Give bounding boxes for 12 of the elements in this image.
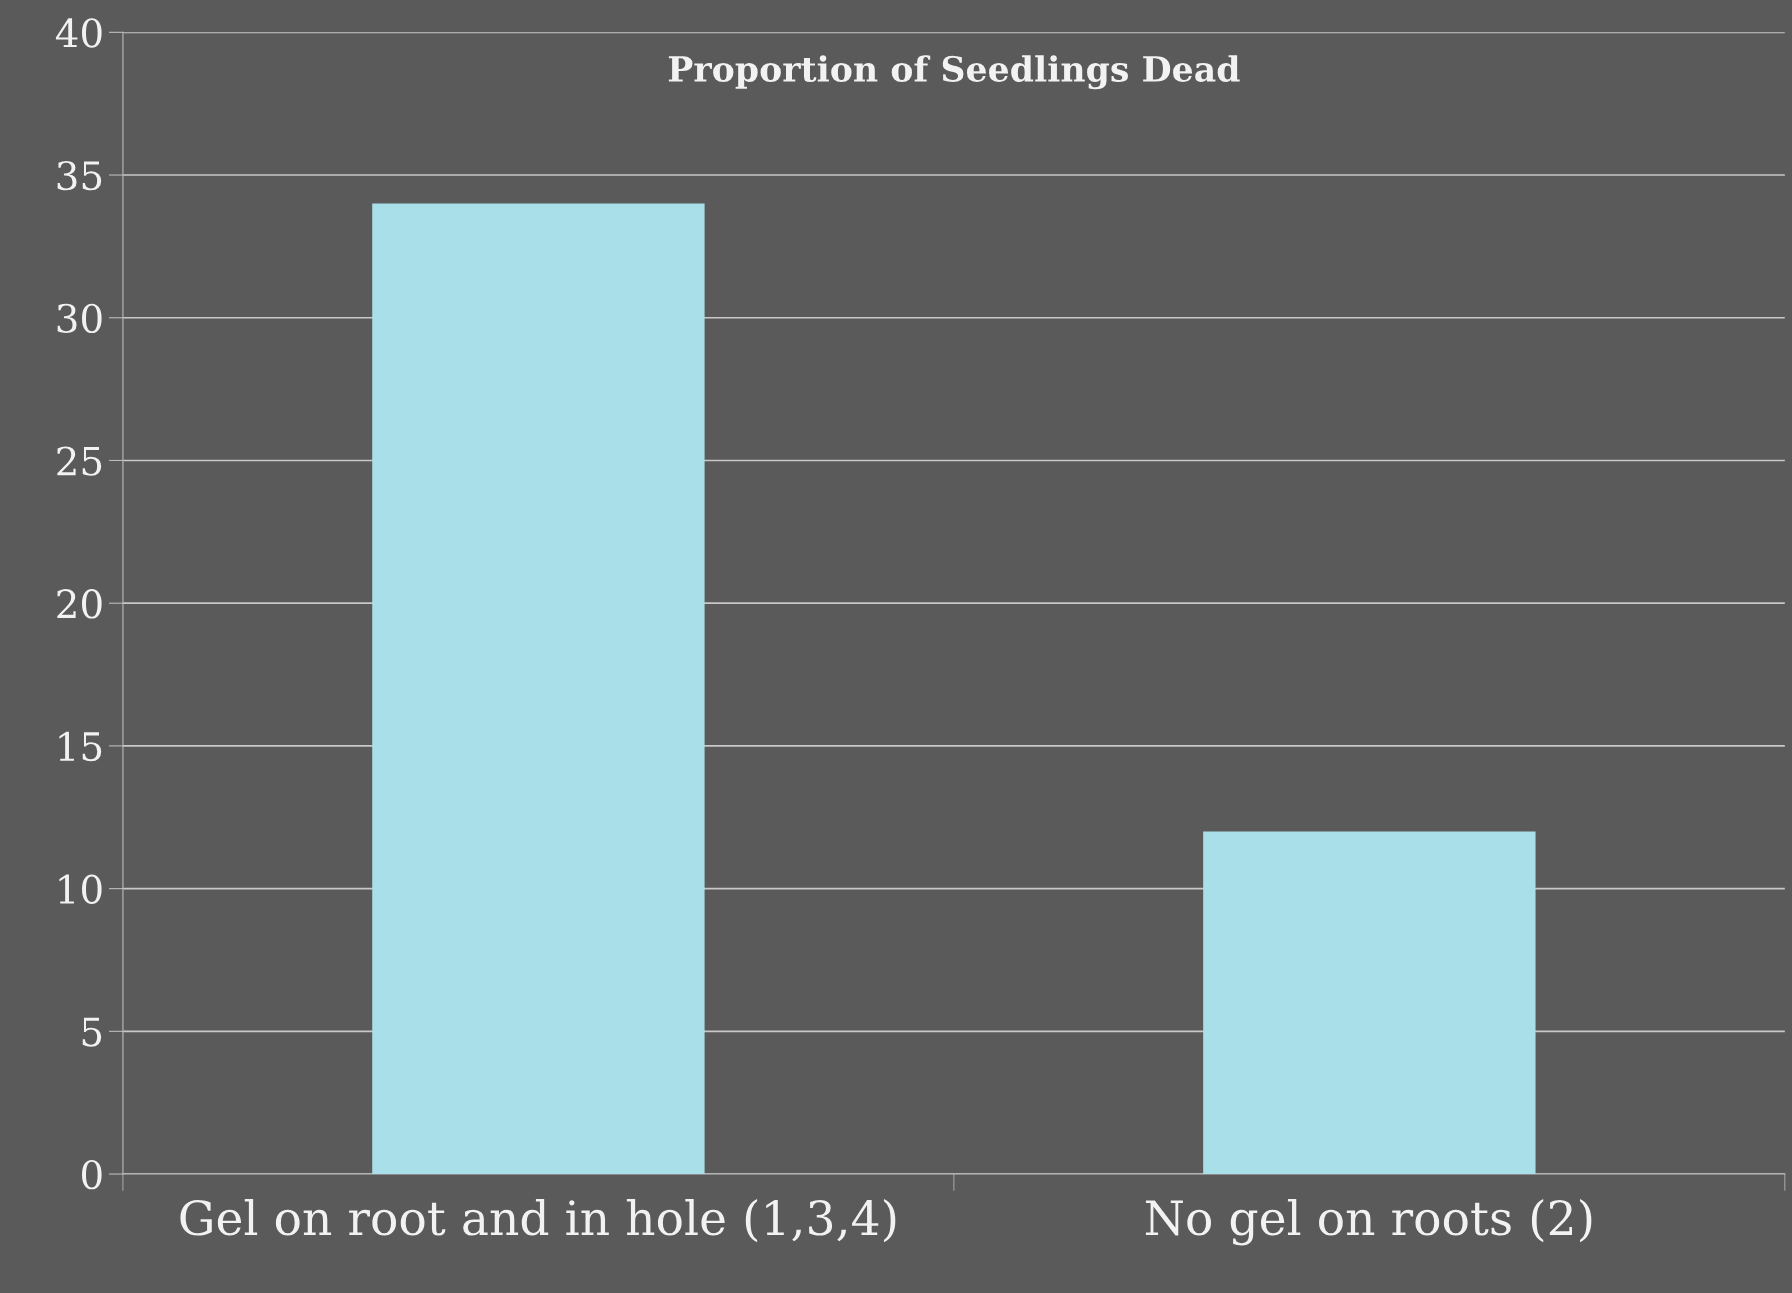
- y-tick-label: 20: [57, 589, 102, 619]
- x-tick-label: No gel on roots (2): [1145, 1199, 1592, 1246]
- y-tick-label: 40: [55, 18, 102, 48]
- y-tick-label: 10: [59, 874, 102, 904]
- x-tick-label: Gel on root and in hole (1,3,4): [180, 1199, 896, 1243]
- y-tick-label: 0: [82, 1159, 102, 1190]
- y-tick-label: 25: [57, 446, 102, 476]
- text: Proportion of Seedlings Dead: [668, 55, 1240, 90]
- y-tick-label: 5: [82, 1017, 102, 1047]
- y-tick-label: 35: [57, 160, 102, 191]
- y-tick-label: 30: [57, 303, 102, 334]
- y-tick-label: 15: [59, 731, 102, 762]
